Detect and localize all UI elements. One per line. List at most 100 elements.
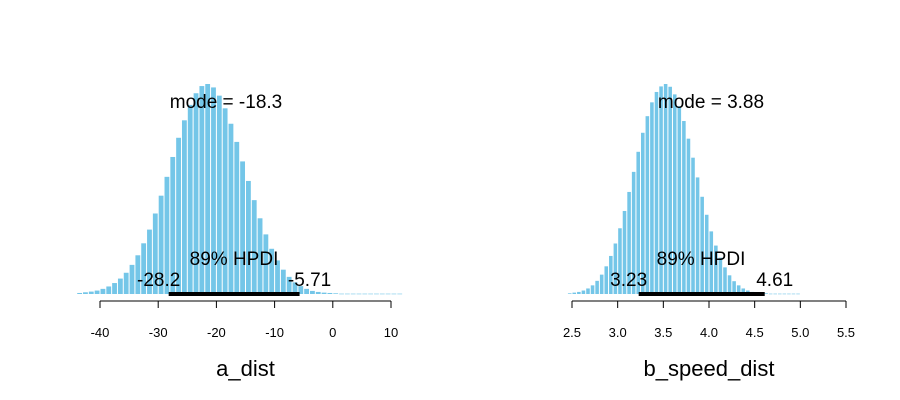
histogram-bars-b-speed-dist <box>567 84 800 295</box>
histogram-bar <box>374 293 379 295</box>
histogram-bar <box>613 243 618 294</box>
histogram-bar <box>631 171 636 294</box>
histogram-bar <box>333 293 339 294</box>
histogram-bar <box>599 274 604 294</box>
histogram-bar <box>636 151 640 294</box>
histogram-bar <box>622 210 627 294</box>
histogram-bar <box>682 121 686 295</box>
histogram-bar <box>604 266 609 294</box>
x-axis-label-b-speed-dist: b_speed_dist <box>644 356 775 381</box>
histogram-bar <box>768 293 773 295</box>
histogram-bar <box>158 195 164 294</box>
histogram-bar <box>609 255 613 294</box>
histogram-bar <box>117 278 123 294</box>
histogram-bar <box>246 180 251 294</box>
histogram-bar <box>234 141 240 294</box>
histogram-bar <box>141 243 147 294</box>
histogram-bar <box>310 290 315 294</box>
x-axis-b-speed-dist: 2.5 3.0 3.5 4.0 4.5 5.0 5.5 <box>563 300 855 340</box>
tick-label: 10 <box>384 325 398 340</box>
histogram-bar <box>83 292 88 294</box>
hpdi-lower-label-a-dist: -28.2 <box>137 270 180 291</box>
histogram-bar <box>787 293 791 295</box>
histogram-bar <box>379 293 385 295</box>
histogram-bar <box>595 280 599 294</box>
histogram-bar <box>645 116 650 294</box>
histogram-bars-a-dist <box>77 84 403 295</box>
histogram-bar <box>641 132 645 294</box>
histogram-bar <box>321 292 327 294</box>
histogram-bar <box>686 138 691 294</box>
tick-label: -40 <box>91 325 110 340</box>
histogram-bar <box>590 285 595 294</box>
histogram-bar <box>275 260 280 294</box>
hpdi-lower-label-b-speed-dist: 3.23 <box>610 270 647 291</box>
histogram-bar <box>397 293 403 295</box>
histogram-bar <box>709 231 714 294</box>
tick-label: 2.5 <box>563 325 581 340</box>
histogram-bar <box>391 293 397 295</box>
histogram-bar <box>222 108 228 294</box>
histogram-bar <box>315 291 321 294</box>
histogram-bar <box>228 123 234 295</box>
histogram-bar <box>778 293 782 295</box>
histogram-bar <box>176 137 181 294</box>
histogram-bar <box>147 229 152 294</box>
histogram-bar <box>205 84 211 294</box>
histogram-bar <box>736 285 741 294</box>
histogram-bar <box>663 84 668 294</box>
histogram-bar <box>187 104 193 295</box>
histogram-bar <box>791 293 796 295</box>
histogram-bar <box>741 288 746 294</box>
tick-label: 5.0 <box>791 325 809 340</box>
histogram-bar <box>581 290 586 294</box>
histogram-bar <box>327 292 333 294</box>
histogram-bar <box>129 264 135 294</box>
histogram-bar <box>181 120 187 294</box>
histogram-bar <box>350 293 356 295</box>
histogram-bar <box>269 248 275 294</box>
histogram-bar <box>618 228 622 294</box>
histogram-bar <box>764 293 768 294</box>
histogram-bar <box>704 214 709 294</box>
x-axis-a-dist: -40 -30 -20 -10 0 10 <box>91 300 398 340</box>
histogram-bar <box>216 95 222 295</box>
histogram-bar <box>677 106 682 294</box>
histogram-bar <box>659 86 663 294</box>
histogram-bar <box>700 196 704 294</box>
histogram-bar <box>135 255 141 294</box>
histogram-bar <box>298 286 304 294</box>
histogram-bar <box>292 282 298 294</box>
histogram-bar <box>123 272 129 294</box>
tick-label: 5.5 <box>837 325 855 340</box>
histogram-bar <box>100 288 106 294</box>
histogram-bar <box>654 91 659 295</box>
hpdi-title-a-dist: 89% HPDI <box>190 249 279 270</box>
histogram-bar <box>727 275 732 294</box>
tick-label: 4.0 <box>700 325 718 340</box>
histogram-bar <box>280 269 286 294</box>
histogram-bar <box>152 213 158 294</box>
panel-b-speed-dist: mode = 3.88 89% HPDI 3.23 4.61 2.5 3.0 3.5… <box>563 84 855 381</box>
histogram-bar <box>695 177 700 294</box>
histogram-bar <box>718 257 723 294</box>
tick-label: 4.5 <box>746 325 764 340</box>
histogram-bar <box>572 292 577 294</box>
histogram-bar <box>362 293 368 295</box>
histogram-bar <box>356 293 362 295</box>
histogram-bar <box>782 293 787 295</box>
histogram-bar <box>691 157 695 294</box>
tick-label: -30 <box>149 325 168 340</box>
histogram-bar <box>339 293 344 295</box>
histogram-bar <box>668 86 672 295</box>
histogram-bar <box>773 293 777 295</box>
histogram-bar <box>240 161 245 294</box>
histogram-bar <box>106 286 112 294</box>
mode-label-a-dist: mode = -18.3 <box>170 92 283 113</box>
histogram-bar <box>251 200 257 294</box>
histogram-bar <box>672 94 677 294</box>
histogram-bar <box>112 283 117 294</box>
histogram-bar <box>567 293 572 294</box>
histogram-bar <box>796 293 800 295</box>
x-axis-label-a-dist: a_dist <box>216 356 275 381</box>
